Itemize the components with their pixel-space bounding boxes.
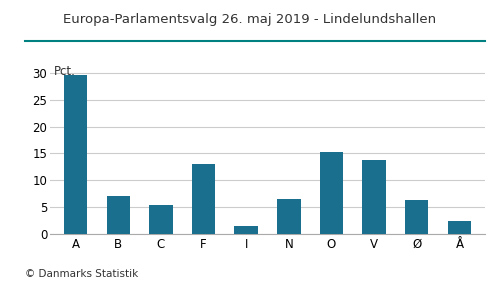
Bar bbox=[320, 152, 343, 234]
Bar bbox=[362, 160, 386, 234]
Bar bbox=[234, 226, 258, 234]
Bar bbox=[64, 76, 88, 234]
Bar bbox=[149, 205, 172, 234]
Text: Pct.: Pct. bbox=[54, 65, 76, 78]
Text: Europa-Parlamentsvalg 26. maj 2019 - Lindelundshallen: Europa-Parlamentsvalg 26. maj 2019 - Lin… bbox=[64, 13, 436, 26]
Bar bbox=[106, 197, 130, 234]
Text: © Danmarks Statistik: © Danmarks Statistik bbox=[25, 269, 138, 279]
Bar bbox=[448, 221, 471, 234]
Bar bbox=[192, 164, 216, 234]
Bar bbox=[277, 199, 300, 234]
Bar bbox=[405, 200, 428, 234]
